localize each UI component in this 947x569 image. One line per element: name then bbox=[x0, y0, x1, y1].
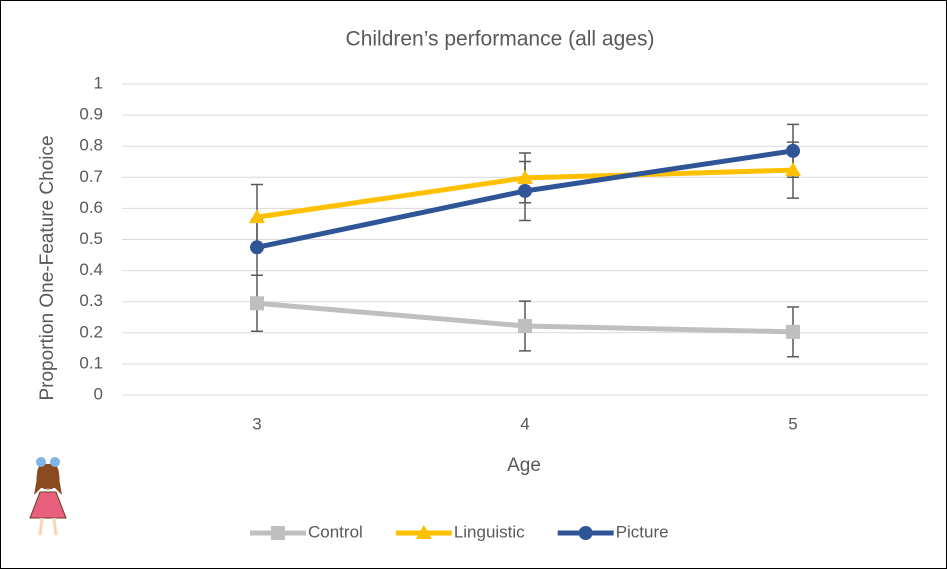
x-tick-label: 4 bbox=[520, 414, 529, 433]
legend-marker bbox=[579, 526, 593, 540]
y-tick-label: 0.3 bbox=[79, 291, 103, 310]
y-axis-label: Proportion One-Feature Choice bbox=[37, 135, 58, 400]
marker bbox=[250, 240, 264, 254]
legend-label: Control bbox=[308, 522, 363, 541]
legend-label: Linguistic bbox=[454, 522, 525, 541]
legend-label: Picture bbox=[616, 522, 669, 541]
y-tick-label: 0.4 bbox=[79, 260, 103, 279]
x-tick-label: 5 bbox=[788, 414, 797, 433]
y-tick-label: 1 bbox=[94, 73, 103, 92]
x-tick-label: 3 bbox=[252, 414, 261, 433]
y-tick-label: 0.6 bbox=[79, 198, 103, 217]
chart-title: Children’s performance (all ages) bbox=[346, 28, 655, 51]
marker bbox=[518, 319, 532, 333]
y-tick-label: 0.2 bbox=[79, 322, 103, 341]
legend-marker bbox=[271, 526, 285, 540]
marker bbox=[786, 144, 800, 158]
y-tick-label: 0.8 bbox=[79, 136, 103, 155]
marker bbox=[518, 184, 532, 198]
frame bbox=[1, 1, 947, 569]
y-tick-label: 0.1 bbox=[79, 353, 103, 372]
chart: Children’s performance (all ages) Age Pr… bbox=[0, 0, 947, 569]
y-tick-label: 0.7 bbox=[79, 167, 103, 186]
x-axis-label: Age bbox=[507, 455, 541, 476]
y-tick-label: 0.9 bbox=[79, 105, 103, 124]
marker bbox=[786, 325, 800, 339]
y-tick-label: 0 bbox=[94, 384, 103, 403]
y-tick-label: 0.5 bbox=[79, 229, 103, 248]
marker bbox=[250, 296, 264, 310]
